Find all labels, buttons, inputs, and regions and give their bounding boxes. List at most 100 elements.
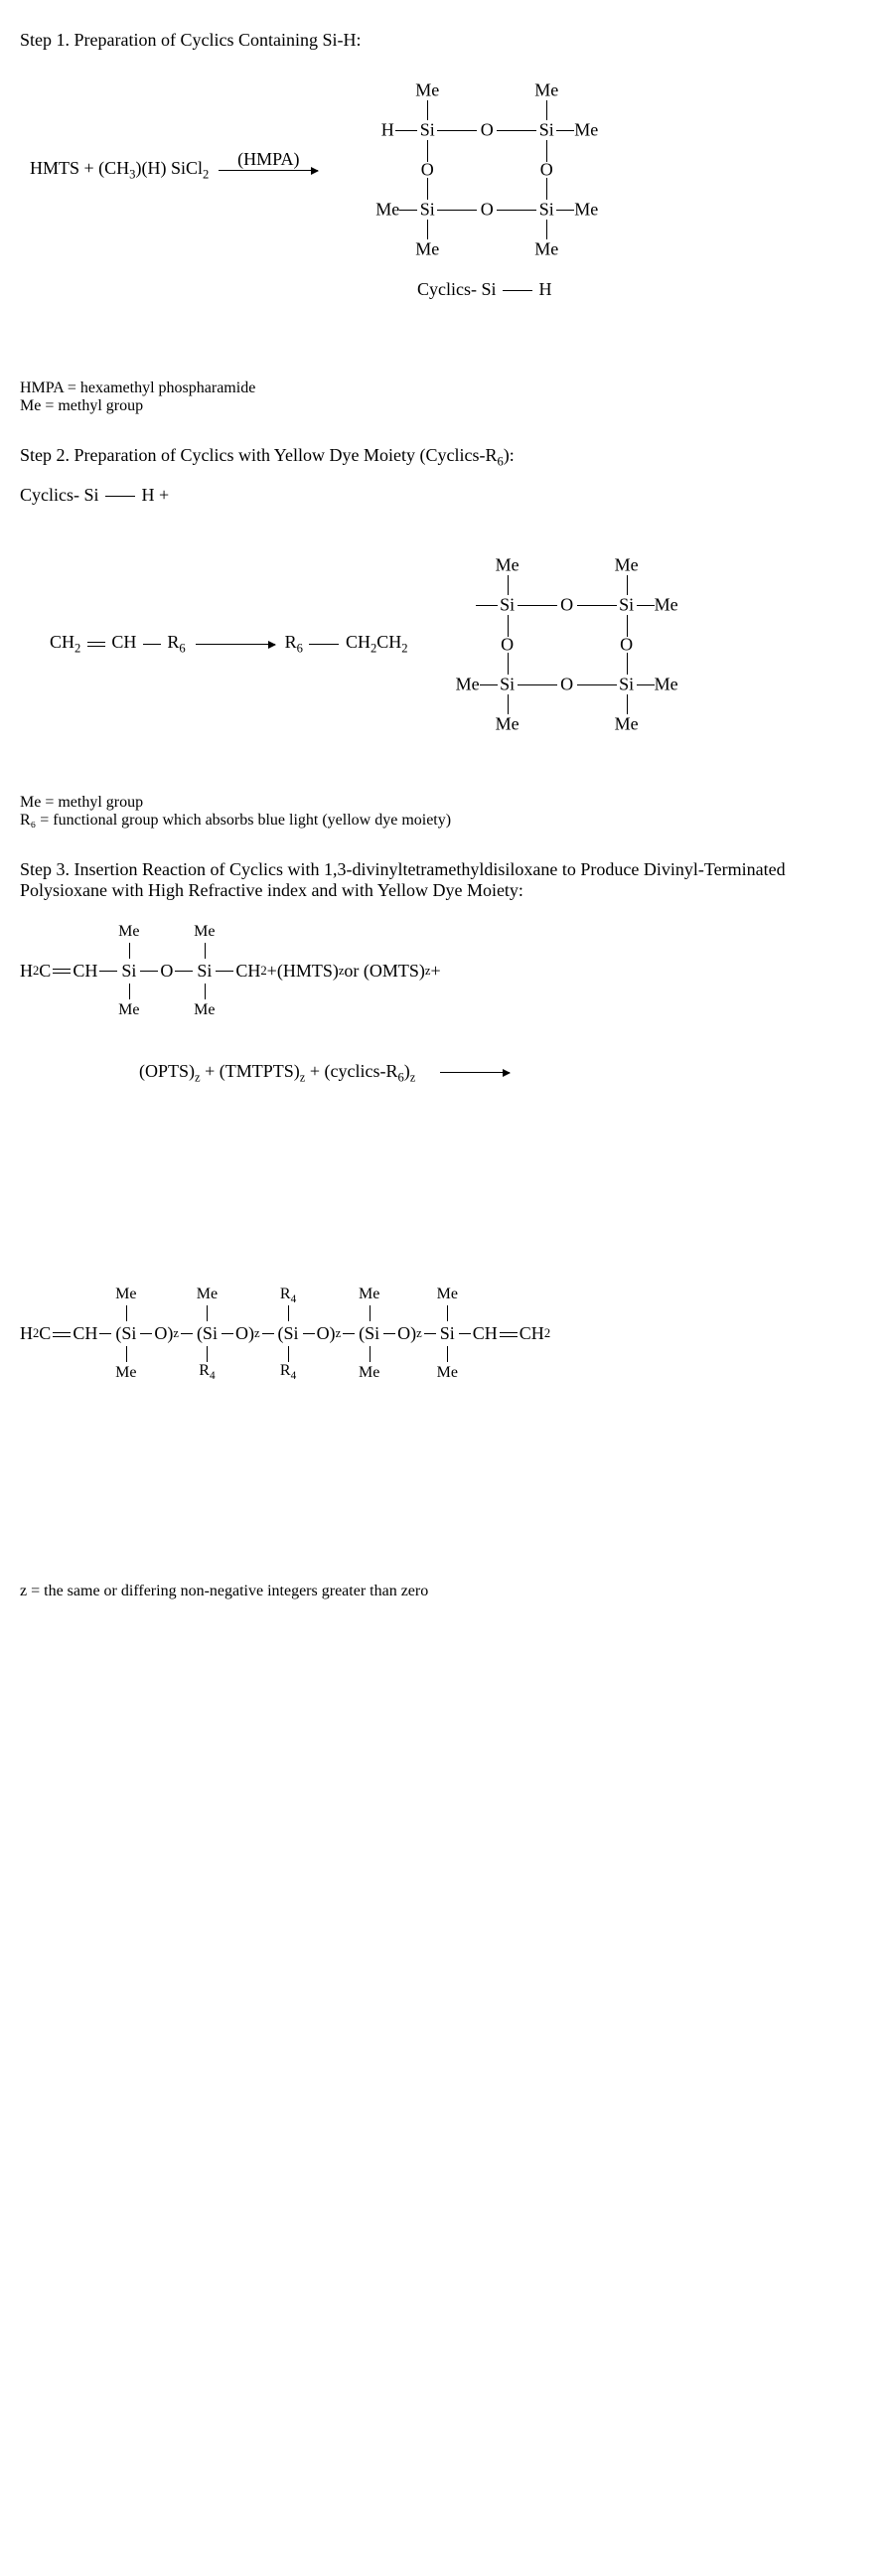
sub: z <box>173 1326 179 1341</box>
me: Me <box>118 923 139 941</box>
step3-title: Step 3. Insertion Reaction of Cyclics wi… <box>20 859 871 901</box>
txt: +(HMTS) <box>267 961 339 982</box>
h: H <box>381 120 394 141</box>
sub: z <box>416 1326 422 1341</box>
me: Me <box>115 1364 136 1382</box>
r4: R4 <box>280 1362 296 1382</box>
step1-product-label: Cyclics- Si H <box>417 279 871 300</box>
sub: 6 <box>179 642 185 656</box>
sub: z <box>195 1070 201 1084</box>
me: Me <box>415 80 439 101</box>
me: Me <box>534 80 558 101</box>
sub: 2 <box>74 642 80 656</box>
sub: z <box>336 1326 342 1341</box>
step2-title: Step 2. Preparation of Cyclics with Yell… <box>20 445 871 470</box>
txt: CH <box>473 1323 498 1344</box>
me: Me <box>197 1286 218 1303</box>
step1-arrow: (HMPA) <box>219 170 318 171</box>
sub: 2 <box>544 1326 550 1341</box>
o: O <box>481 200 494 221</box>
txt: H <box>539 279 552 299</box>
txt: (Si <box>115 1323 136 1343</box>
o: O <box>560 594 573 615</box>
def: R₆ = functional group which absorbs blue… <box>20 812 871 830</box>
me: Me <box>655 594 678 615</box>
me: Me <box>437 1364 458 1382</box>
step2-attach: R6 CH2CH2 <box>285 632 408 657</box>
si-unit: R4 (Si R4 <box>278 1323 299 1344</box>
sub: z <box>410 1070 416 1084</box>
txt: + (TMTPTS) <box>205 1061 300 1081</box>
step2-arrow <box>196 644 275 645</box>
me: Me <box>615 554 639 575</box>
me: Me <box>574 200 598 221</box>
txt: C <box>39 1323 51 1344</box>
txt: O) <box>317 1323 336 1344</box>
txt: + <box>431 961 441 982</box>
def: HMPA = hexamethyl phospharamide <box>20 379 871 397</box>
sub: 2 <box>401 642 407 656</box>
o: O <box>481 120 494 141</box>
step3-chain1: H2C CH Me Si Me O Me Si Me CH2 +(HMTS)z … <box>20 961 871 982</box>
step2-cyclic: Si Si Si Si O O O O Me Me Me Me Me Me Me <box>428 555 686 734</box>
me: Me <box>615 713 639 734</box>
txt: CH <box>376 632 401 652</box>
sub: z <box>300 1070 306 1084</box>
step1-title: Step 1. Preparation of Cyclics Containin… <box>20 30 871 51</box>
o: O <box>160 961 173 982</box>
si: Si <box>619 594 634 615</box>
si: Si <box>197 961 212 981</box>
me: Me <box>437 1286 458 1303</box>
si-group: Me Si Me <box>121 961 136 982</box>
txt: ): <box>504 445 515 465</box>
si: Si <box>539 200 554 221</box>
me: Me <box>574 120 598 141</box>
step1-arrow-label: (HMPA) <box>237 149 299 170</box>
r4: R4 <box>280 1286 296 1305</box>
step2-defs: Me = methyl group R₆ = functional group … <box>20 794 871 830</box>
step3-arrow <box>440 1072 510 1073</box>
txt: Step 2. Preparation of Cyclics with Yell… <box>20 445 497 465</box>
me: Me <box>415 239 439 260</box>
si: Si <box>420 120 435 141</box>
txt: CH <box>235 961 260 982</box>
step1-cyclic: Si Si Si Si O O O O Me Me H Me Me Me Me <box>348 80 606 259</box>
step1-reaction: HMTS + (CH3)(H) SiCl2 (HMPA) Si Si Si Si… <box>20 80 871 259</box>
step1-reactant: HMTS + (CH3)(H) SiCl2 <box>30 158 209 183</box>
si: Si <box>500 674 515 694</box>
si: Si <box>500 594 515 615</box>
me: Me <box>359 1286 379 1303</box>
si-group: Me Si Me <box>197 961 212 982</box>
txt: (Si <box>278 1323 299 1343</box>
step2-reaction: CH2 CH R6 R6 CH2CH2 Si Si Si Si O O O O … <box>20 555 871 734</box>
sub: 6 <box>297 642 303 656</box>
txt: CH <box>520 1323 544 1344</box>
step3-line2: (OPTS)z + (TMTPTS)z + (cyclics-R6)z <box>139 1061 871 1086</box>
sub: z <box>254 1326 260 1341</box>
me: Me <box>496 554 520 575</box>
step2-line1: Cyclics- Si H + <box>20 485 871 506</box>
def: Me = methyl group <box>20 794 871 812</box>
txt: HMTS + (CH <box>30 158 129 178</box>
def: Me = methyl group <box>20 397 871 415</box>
me: Me <box>496 713 520 734</box>
si: Si <box>539 120 554 141</box>
txt: or (OMTS) <box>344 961 425 982</box>
step2-reactant: CH2 CH R6 <box>50 632 186 657</box>
txt: CH <box>346 632 371 652</box>
txt: (OPTS) <box>139 1061 195 1081</box>
si: Si <box>420 200 435 221</box>
me: Me <box>115 1286 136 1303</box>
me: Me <box>375 200 399 221</box>
step3-defs: z = the same or differing non-negative i… <box>20 1583 871 1600</box>
txt: O) <box>154 1323 173 1344</box>
txt: )(H) SiCl <box>135 158 203 178</box>
me: Me <box>655 674 678 694</box>
si-unit: Me (Si Me <box>359 1323 379 1344</box>
o: O <box>560 674 573 694</box>
si: Si <box>121 961 136 981</box>
txt: CH <box>73 961 97 982</box>
txt: R <box>167 632 179 652</box>
sub: 2 <box>203 167 209 181</box>
me: Me <box>534 239 558 260</box>
